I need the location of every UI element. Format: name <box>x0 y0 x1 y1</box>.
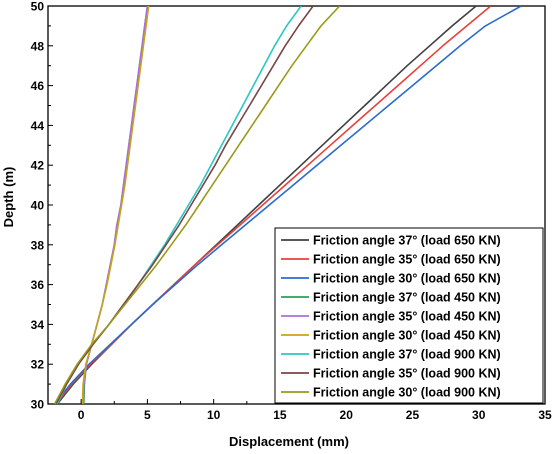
series-line-3 <box>53 6 522 404</box>
legend-label-8: Friction angle 35° (load 900 KN) <box>313 367 501 381</box>
x-tick-label: 20 <box>340 408 354 422</box>
x-tick-label: 35 <box>538 408 552 422</box>
legend-box <box>274 227 544 404</box>
series-group <box>53 6 522 404</box>
y-tick-label: 36 <box>31 278 45 292</box>
y-tick-label: 44 <box>31 119 45 133</box>
legend-label-2: Friction angle 35° (load 650 KN) <box>313 253 501 267</box>
series-line-6 <box>81 6 150 404</box>
legend-label-1: Friction angle 37° (load 650 KN) <box>313 234 501 248</box>
y-axis-title: Depth (m) <box>1 167 16 228</box>
legend-label-9: Friction angle 30° (load 900 KN) <box>313 386 501 400</box>
legend-label-6: Friction angle 30° (load 450 KN) <box>313 329 501 343</box>
x-tick-label: 30 <box>472 408 486 422</box>
x-tick-label: 0 <box>78 408 85 422</box>
legend-label-5: Friction angle 35° (load 450 KN) <box>313 310 501 324</box>
legend-label-4: Friction angle 37° (load 450 KN) <box>313 291 501 305</box>
series-line-9 <box>53 6 341 404</box>
x-tick-label: 15 <box>273 408 287 422</box>
legend-label-7: Friction angle 37° (load 900 KN) <box>313 348 501 362</box>
y-tick-label: 38 <box>31 238 45 252</box>
y-tick-label: 34 <box>31 318 45 332</box>
y-tick-label: 40 <box>31 199 45 213</box>
y-tick-label: 30 <box>31 398 45 412</box>
y-tick-label: 50 <box>31 0 45 14</box>
y-tick-label: 46 <box>31 79 45 93</box>
y-tick-label: 48 <box>31 39 45 53</box>
x-tick-label: 5 <box>144 408 151 422</box>
legend-label-3: Friction angle 30° (load 650 KN) <box>313 272 501 286</box>
ticks-group: 0 5 10 15 20 25 30 35 30 32 34 36 38 40 42 44 46 48 50 <box>31 0 552 422</box>
y-tick-label: 42 <box>31 159 45 173</box>
y-tick-label: 32 <box>31 358 45 372</box>
x-tick-label: 10 <box>207 408 221 422</box>
x-tick-label: 25 <box>406 408 420 422</box>
legend: Friction angle 37° (load 650 KN) Friction… <box>274 227 544 404</box>
x-axis-title: Displacement (mm) <box>229 434 349 449</box>
